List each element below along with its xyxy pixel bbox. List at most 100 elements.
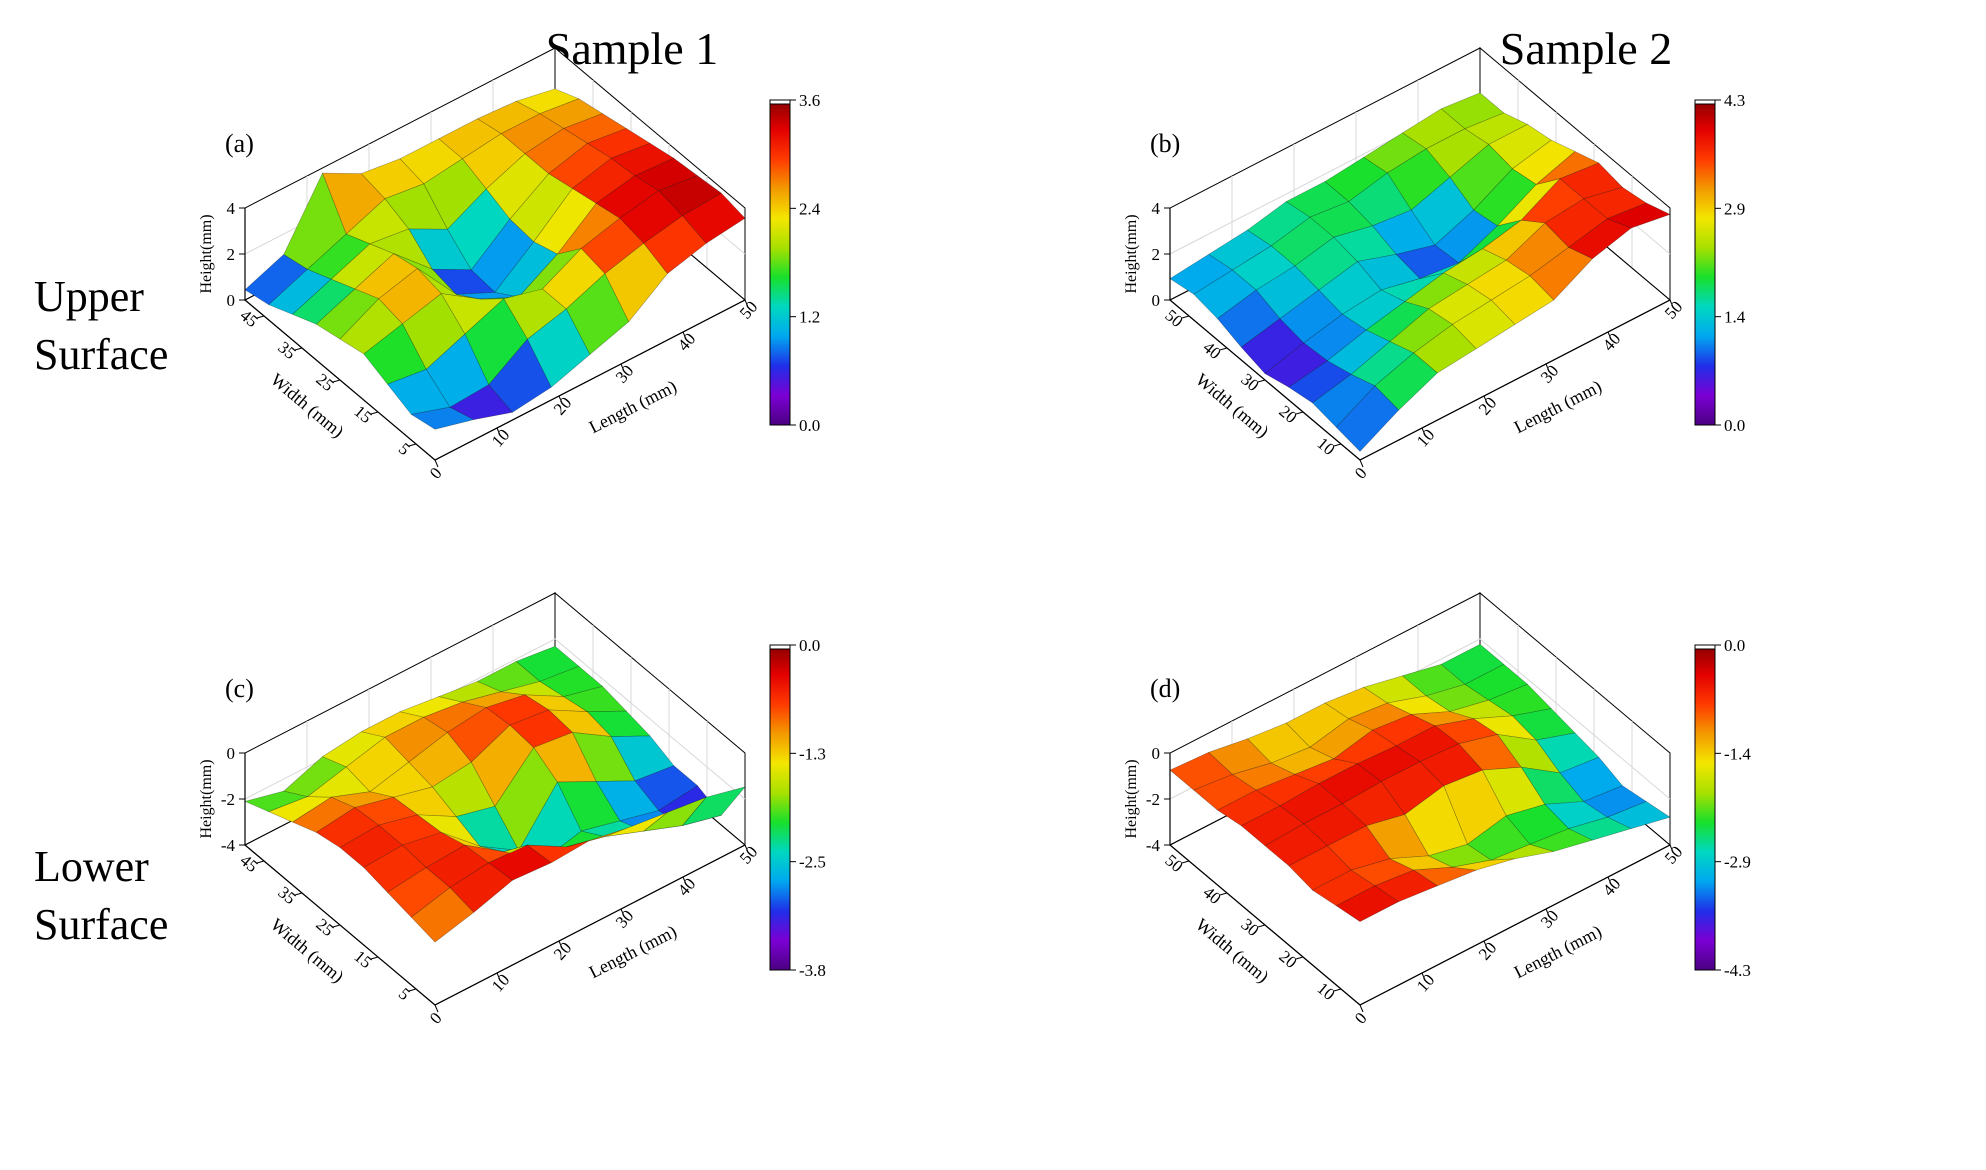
colorbar	[769, 644, 791, 971]
length-tick	[496, 972, 501, 981]
colorbar-tick-label: 1.4	[1724, 308, 1746, 327]
length-tick-label: 0	[426, 464, 446, 483]
width-tick	[332, 924, 341, 928]
width-tick-label: 20	[1275, 947, 1300, 972]
length-tick	[682, 876, 687, 885]
surface-plot-a-svg: 0 2 4 Height(mm) 0 10 20 30 40 50 Length (mm) 5 15 25…	[198, 46, 821, 483]
surface-plot-b-svg: 0 2 4 Height(mm) 0 10 20 30 40 50 Length (mm) 10 20 3…	[1123, 46, 1746, 483]
width-tick-label: 25	[312, 370, 337, 395]
length-tick-label: 40	[674, 329, 699, 354]
colorbar-tick-label: 1.2	[799, 308, 820, 327]
panel-label: (c)	[225, 674, 254, 703]
width-tick-label: 5	[395, 439, 414, 459]
length-tick-label: 10	[488, 970, 513, 995]
z-axis-label: Height(mm)	[198, 214, 215, 293]
colorbar-tick-label: -3.8	[799, 961, 826, 980]
length-tick-label: 50	[736, 297, 761, 322]
width-tick	[408, 443, 417, 447]
width-tick	[1181, 860, 1190, 864]
length-tick	[744, 299, 749, 308]
length-tick-label: 50	[736, 842, 761, 867]
colorbar	[769, 99, 791, 426]
length-tick	[1669, 299, 1674, 308]
colorbar-tick-label: 2.9	[1724, 199, 1745, 218]
length-tick-label: 10	[1413, 970, 1438, 995]
width-tick	[1257, 924, 1266, 928]
width-tick	[332, 379, 341, 383]
width-tick	[1181, 315, 1190, 319]
surface-plot-c-svg: -4 -2 0 Height(mm) 0 10 20 30 40 50 Length (mm) 5 15…	[198, 591, 826, 1028]
length-tick-label: 0	[1351, 1009, 1371, 1028]
length-tick	[1421, 972, 1426, 981]
panel-label: (d)	[1150, 674, 1180, 703]
length-tick-label: 20	[550, 938, 575, 963]
z-tick-label: 4	[1152, 199, 1161, 218]
width-tick-label: 10	[1313, 434, 1338, 459]
width-tick-label: 20	[1275, 402, 1300, 427]
width-tick	[370, 956, 379, 960]
length-tick-label: 0	[1351, 464, 1371, 483]
width-tick	[1257, 379, 1266, 383]
surface-cell	[1559, 756, 1623, 802]
width-tick-label: 25	[312, 915, 337, 940]
colorbar-tick-label: 0.0	[1724, 416, 1745, 435]
panel-label: (a)	[225, 129, 254, 158]
length-tick-label: 20	[550, 393, 575, 418]
width-tick-label: 45	[236, 306, 261, 331]
length-tick	[1607, 331, 1612, 340]
colorbar-tick-label: -4.3	[1724, 961, 1751, 980]
length-tick	[558, 395, 563, 404]
width-tick-label: 15	[350, 947, 375, 972]
length-tick-label: 40	[1599, 329, 1624, 354]
length-tick-label: 50	[1661, 297, 1686, 322]
length-tick	[1545, 363, 1550, 372]
length-tick-label: 30	[1537, 906, 1562, 931]
length-tick-label: 30	[612, 361, 637, 386]
row-label-lower-surface: Lower Surface	[34, 838, 168, 954]
z-tick-label: 4	[227, 199, 236, 218]
width-tick-label: 30	[1237, 915, 1262, 940]
width-tick-label: 40	[1199, 338, 1224, 363]
z-tick-label: -4	[221, 836, 236, 855]
length-tick	[1359, 459, 1364, 468]
length-tick-label: 20	[1475, 393, 1500, 418]
width-tick-label: 50	[1161, 306, 1186, 331]
colorbar-tick-label: 4.3	[1724, 91, 1745, 110]
length-tick-label: 40	[1599, 874, 1624, 899]
length-tick	[496, 427, 501, 436]
colorbar-cap	[1694, 644, 1716, 650]
z-tick-label: 2	[227, 245, 236, 264]
colorbar-cap	[769, 644, 791, 650]
z-axis-label: Height(mm)	[1123, 759, 1140, 838]
colorbar-tick-label: 3.6	[799, 91, 820, 110]
length-axis-line	[434, 299, 746, 461]
colorbar-tick-label: 0.0	[799, 416, 820, 435]
z-tick-label: 2	[1152, 245, 1161, 264]
surface-cell	[1606, 801, 1671, 829]
row-label-upper-line-1: Upper	[34, 272, 144, 321]
length-tick	[1359, 1004, 1364, 1013]
width-tick	[294, 892, 303, 896]
length-tick-label: 40	[674, 874, 699, 899]
width-tick	[408, 988, 417, 992]
colorbar-cap	[1694, 99, 1716, 105]
z-axis-label: Height(mm)	[198, 759, 215, 838]
colorbar-tick-label: -2.5	[799, 853, 826, 872]
width-tick-label: 5	[395, 984, 414, 1004]
plot-body: 0 2 4 Height(mm) 0 10 20 30 40 50 Length (mm) 5 15 25…	[198, 46, 761, 483]
length-tick-label: 10	[488, 425, 513, 450]
length-tick	[1669, 844, 1674, 853]
colorbar-cap	[769, 99, 791, 105]
surface-plot-c: -4 -2 0 Height(mm) 0 10 20 30 40 50 Length (mm) 5 15…	[198, 591, 1045, 1170]
z-tick-label: 0	[1152, 291, 1161, 310]
length-axis-label: Length (mm)	[1511, 921, 1606, 983]
colorbar	[1694, 644, 1716, 971]
length-tick	[558, 940, 563, 949]
z-tick-label: 0	[227, 744, 236, 763]
row-label-lower-line-1: Lower	[34, 842, 149, 891]
length-tick	[682, 331, 687, 340]
width-tick-label: 50	[1161, 851, 1186, 876]
width-tick-label: 40	[1199, 883, 1224, 908]
surface-mesh	[1169, 92, 1671, 452]
length-tick-label: 0	[426, 1009, 446, 1028]
